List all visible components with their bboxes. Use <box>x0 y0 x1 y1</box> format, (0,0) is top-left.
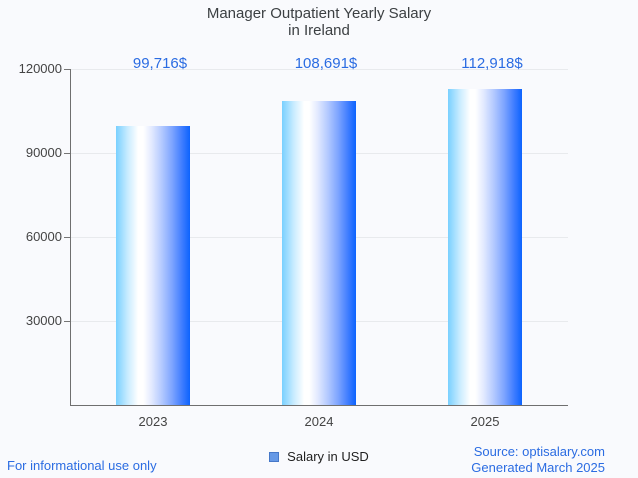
legend-swatch-icon <box>269 451 280 462</box>
bar-2024[interactable] <box>282 101 356 405</box>
disclaimer-text: For informational use only <box>7 458 157 473</box>
bar-value-label: 99,716$ <box>132 55 188 72</box>
bar-value-label: 108,691$ <box>294 55 358 72</box>
chart-title-line2: in Ireland <box>288 22 350 39</box>
bar-2023[interactable] <box>116 126 190 405</box>
y-axis-line <box>70 69 71 406</box>
y-axis-tick <box>64 321 71 322</box>
x-axis-label: 2023 <box>138 414 168 429</box>
footer-source-block: Source: optisalary.com Generated March 2… <box>471 444 605 476</box>
y-axis-tick <box>64 69 71 70</box>
x-axis-label: 2025 <box>470 414 500 429</box>
x-axis-label: 2024 <box>304 414 334 429</box>
source-link[interactable]: Source: optisalary.com <box>473 444 605 459</box>
y-axis-label: 30000 <box>25 313 62 328</box>
x-axis-line <box>70 405 568 406</box>
bar-value-label: 112,918$ <box>461 55 523 72</box>
gridline <box>71 69 568 70</box>
y-axis-label: 120000 <box>18 61 62 76</box>
y-axis-tick <box>64 237 71 238</box>
legend-label: Salary in USD <box>287 449 369 464</box>
y-axis-tick <box>64 153 71 154</box>
chart-title-line1: Manager Outpatient Yearly Salary <box>206 5 432 22</box>
legend: Salary in USD <box>0 449 638 464</box>
generated-date: Generated March 2025 <box>471 460 605 475</box>
y-axis-label: 90000 <box>25 145 62 160</box>
chart-title: Manager Outpatient Yearly Salary in Irel… <box>0 5 638 39</box>
y-axis-label: 60000 <box>25 229 62 244</box>
bar-2025[interactable] <box>448 89 522 405</box>
